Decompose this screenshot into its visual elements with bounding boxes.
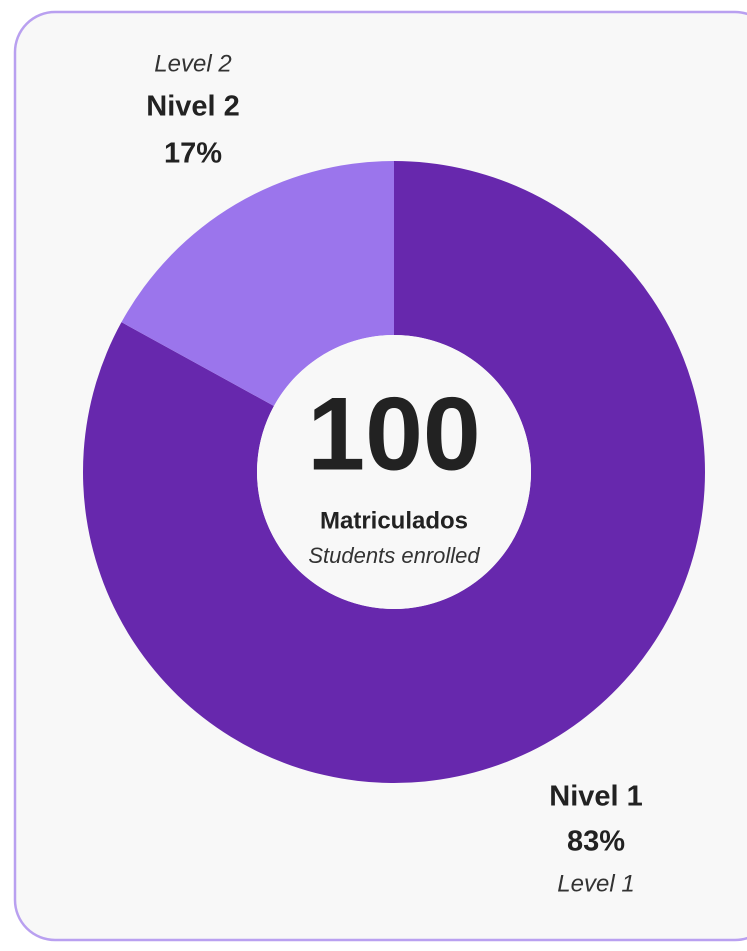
slice-subtitle: Level 1 [557, 870, 634, 897]
slice [121, 161, 394, 406]
center-total: 100 [307, 376, 481, 492]
donut-hole [257, 335, 531, 609]
slice-name: Nivel 2 [146, 91, 240, 123]
slice-name: Nivel 1 [549, 781, 643, 813]
slice-value-label: 83% [567, 826, 625, 858]
slice-subtitle: Level 2 [154, 50, 231, 77]
center-sublabel: Students enrolled [308, 543, 480, 568]
slice-value-label: 17% [164, 138, 222, 170]
slice [82, 161, 706, 784]
donut [82, 161, 706, 784]
center-label: Matriculados [320, 507, 468, 534]
